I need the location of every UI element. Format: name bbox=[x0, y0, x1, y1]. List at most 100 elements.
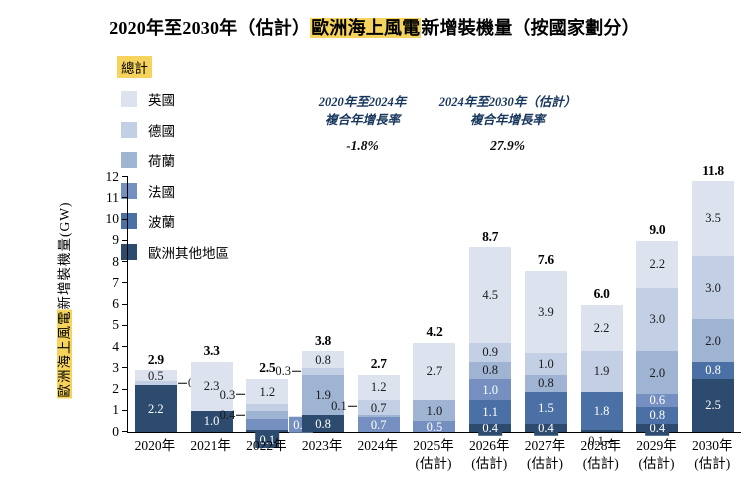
chart-title-prefix: 2020年至2030年（估計） bbox=[109, 18, 311, 38]
bar-segment-uk: 2.2 bbox=[636, 240, 679, 288]
legend-item-fr: 法國 bbox=[119, 176, 229, 207]
legend-item-pl: 波蘭 bbox=[119, 206, 229, 237]
chart-title-highlight: 歐洲海上風電 bbox=[310, 18, 422, 38]
y-tick-label: 12 bbox=[105, 168, 120, 184]
legend-total-label: 總計 bbox=[117, 56, 152, 78]
bar-segment-fr: 0.5 bbox=[413, 419, 456, 434]
bar-column: 6.0 0.1 1.8 1.9 2.2 bbox=[580, 177, 623, 447]
bar-segment-label: 0.5 bbox=[426, 419, 443, 434]
cagr-caption: 複合年增長率 bbox=[324, 113, 400, 128]
bar-segment-nl: 0.1 bbox=[331, 400, 400, 418]
bar-segment-nl: 2.0 bbox=[692, 319, 735, 362]
bar-segment-de: 0.3 bbox=[275, 365, 345, 377]
bar-column: 2.7 0.7 0.1 0.7 1.2 bbox=[331, 177, 400, 432]
bar-segment-label: 2.2 bbox=[148, 401, 164, 416]
label-leader-line bbox=[236, 394, 246, 396]
cagr-caption: 複合年增長率 bbox=[469, 113, 545, 128]
cagr-period: 2024年至2030年（估計） bbox=[438, 95, 577, 109]
bar-segment-label: 2.2 bbox=[649, 256, 666, 271]
y-tick bbox=[122, 261, 128, 262]
y-tick bbox=[122, 388, 128, 390]
legend: 總計 英國 德國 荷蘭 法國 波蘭 歐洲其他地區 bbox=[117, 56, 229, 267]
label-leader-line bbox=[292, 370, 302, 372]
y-tick bbox=[122, 218, 128, 220]
x-axis-label: 2029年 (估計) bbox=[636, 438, 677, 471]
bar-segment-nl: 1.9 bbox=[302, 374, 345, 415]
bar-segment-label: 3.0 bbox=[705, 280, 721, 295]
bar-segment-rest: 0.4 bbox=[469, 419, 512, 436]
bar-segment-pl: 0.8 bbox=[692, 361, 735, 379]
bar-segment-uk: 3.9 bbox=[524, 270, 567, 354]
bar-segment-label: 1.2 bbox=[259, 384, 276, 399]
bar-segment-de: 0.7 bbox=[357, 400, 400, 415]
y-tick-label: 8 bbox=[112, 253, 119, 269]
y-tick-label: 2 bbox=[112, 381, 119, 396]
y-axis-label: 歐洲海上風電新增裝機量(GW) bbox=[53, 202, 73, 399]
bar-segment-label: 0.4 bbox=[220, 409, 247, 422]
bar-column: 2.92.20.20.5 bbox=[134, 177, 203, 432]
bar-segment-rest: 0.4 bbox=[524, 419, 567, 436]
bar-segment-pl: 1.8 bbox=[580, 391, 623, 430]
y-tick bbox=[122, 303, 128, 305]
bar-segment-label: 0.7 bbox=[370, 400, 387, 415]
chart-title: 2020年至2030年（估計）歐洲海上風電新增裝機量（按國家劃分） bbox=[0, 14, 749, 40]
bar-total-label: 3.3 bbox=[203, 343, 220, 359]
x-axis-label: 2023年 bbox=[301, 438, 343, 453]
bar-segment-uk: 2.2 bbox=[580, 304, 623, 352]
bar-segment-uk: 1.2 bbox=[246, 378, 289, 405]
legend-swatch-uk bbox=[121, 91, 137, 108]
bar-total-label: 2.7 bbox=[370, 356, 387, 372]
bar-segment-fr: 1.0 bbox=[469, 378, 512, 401]
label-leader-line bbox=[604, 440, 614, 442]
bar-column: 11.8 2.5 0.8 2.0 3.0 3.5 bbox=[692, 164, 735, 432]
bar-segment-label: 1.5 bbox=[538, 400, 554, 415]
bar-segment-label: 2.5 bbox=[705, 398, 721, 413]
cagr-annotation-2020-2024: 2020年至2024年 複合年增長率 -1.8% bbox=[290, 93, 435, 156]
chart-title-suffix: 新增裝機量（按國家劃分） bbox=[421, 18, 640, 38]
bar-segment-pl: 0.8 bbox=[636, 406, 679, 424]
bar-segment-label: 0.4 bbox=[534, 419, 558, 436]
bar-segment-label: 1.9 bbox=[315, 387, 331, 402]
bar-segment-fr: 0.6 bbox=[636, 392, 679, 407]
legend-item-label: 歐洲其他地區 bbox=[148, 245, 229, 261]
y-tick-label: 6 bbox=[112, 296, 119, 311]
stacked-bar: 0.10.50.4 0.3 1.2 bbox=[220, 378, 313, 448]
bar-segment-label: 0.8 bbox=[315, 416, 331, 431]
x-axis-label: 2026年 (估計) bbox=[469, 438, 510, 471]
bar-segment-nl: 1.0 bbox=[413, 400, 456, 422]
bar-segment-rest: 0.1 bbox=[580, 429, 623, 447]
bar-segment-label: 0.4 bbox=[645, 419, 670, 436]
label-leader-line bbox=[347, 405, 357, 407]
bar-segment-label: 0.9 bbox=[482, 345, 498, 360]
y-tick bbox=[122, 176, 128, 177]
y-tick bbox=[122, 431, 128, 432]
bar-total-label: 2.9 bbox=[147, 351, 164, 367]
bar-segment-label: 0.6 bbox=[649, 392, 666, 407]
bar-segment-nl: 0.8 bbox=[469, 361, 512, 379]
bar-segment-label: 1.0 bbox=[538, 356, 554, 371]
y-axis-label-rest: 新增裝機量(GW) bbox=[57, 201, 72, 310]
x-axis-label: 2022年 bbox=[246, 438, 287, 453]
stacked-bar: 1.0 2.3 bbox=[190, 361, 233, 432]
bar-segment-label: 2.2 bbox=[593, 320, 610, 335]
legend-swatch-fr bbox=[121, 182, 137, 199]
bar-segment-label: 4.5 bbox=[482, 287, 498, 302]
bars-container: 2.92.20.20.53.31.02.32.50.10.50.40.31.23… bbox=[128, 164, 741, 448]
bar-segment-label: 0.4 bbox=[478, 419, 502, 436]
bar-segment-label: 0.1 bbox=[255, 431, 280, 448]
bar-column: 7.6 0.4 1.5 0.8 1.0 3.9 bbox=[524, 177, 567, 436]
y-tick-label: 1 bbox=[112, 402, 119, 418]
stacked-bar: 0.5 1.0 2.7 bbox=[413, 342, 456, 434]
bar-segment-rest: 1.0 bbox=[190, 410, 233, 432]
label-leader-line bbox=[177, 382, 187, 384]
legend-item-de: 德國 bbox=[119, 115, 229, 146]
legend-swatch-pl bbox=[121, 213, 137, 230]
bar-total-label: 11.8 bbox=[702, 162, 724, 178]
bar-segment-uk: 0.8 bbox=[302, 351, 345, 369]
legend-swatch-nl bbox=[121, 152, 137, 169]
bar-segment-label: 0.8 bbox=[538, 375, 554, 390]
legend-item-label: 波蘭 bbox=[148, 215, 175, 231]
bar-segment-label: 0.7 bbox=[370, 417, 387, 432]
bar-segment-uk: 2.3 bbox=[190, 361, 233, 411]
